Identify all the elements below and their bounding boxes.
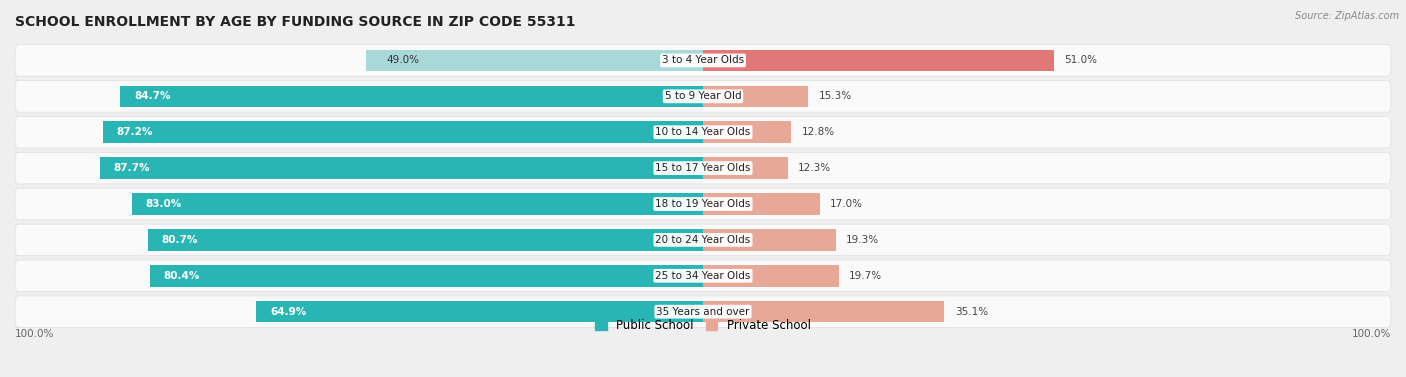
FancyBboxPatch shape (15, 116, 1391, 148)
FancyBboxPatch shape (15, 224, 1391, 256)
Text: 19.3%: 19.3% (846, 235, 879, 245)
Text: Source: ZipAtlas.com: Source: ZipAtlas.com (1295, 11, 1399, 21)
Bar (703, 193, 820, 215)
Text: 35.1%: 35.1% (955, 307, 988, 317)
Text: 19.7%: 19.7% (849, 271, 882, 281)
Bar (103, 121, 703, 143)
Text: 51.0%: 51.0% (1064, 55, 1097, 66)
Text: 5 to 9 Year Old: 5 to 9 Year Old (665, 91, 741, 101)
FancyBboxPatch shape (15, 188, 1391, 220)
Bar (256, 301, 703, 322)
Text: 15.3%: 15.3% (818, 91, 852, 101)
Text: 100.0%: 100.0% (15, 329, 55, 339)
Text: 87.7%: 87.7% (114, 163, 150, 173)
FancyBboxPatch shape (15, 296, 1391, 328)
Text: 15 to 17 Year Olds: 15 to 17 Year Olds (655, 163, 751, 173)
Bar (703, 157, 787, 179)
Bar (366, 50, 703, 71)
Bar (703, 50, 1054, 71)
Text: 35 Years and over: 35 Years and over (657, 307, 749, 317)
Bar (100, 157, 703, 179)
Bar (703, 121, 792, 143)
Text: 100.0%: 100.0% (1351, 329, 1391, 339)
Text: 3 to 4 Year Olds: 3 to 4 Year Olds (662, 55, 744, 66)
Text: 17.0%: 17.0% (831, 199, 863, 209)
FancyBboxPatch shape (15, 152, 1391, 184)
Bar (703, 265, 838, 287)
FancyBboxPatch shape (15, 44, 1391, 76)
Bar (132, 193, 703, 215)
Text: 80.7%: 80.7% (162, 235, 198, 245)
Bar (150, 265, 703, 287)
Bar (703, 229, 835, 251)
Text: 25 to 34 Year Olds: 25 to 34 Year Olds (655, 271, 751, 281)
Bar (703, 86, 808, 107)
Text: 64.9%: 64.9% (270, 307, 307, 317)
Text: 10 to 14 Year Olds: 10 to 14 Year Olds (655, 127, 751, 137)
Text: 18 to 19 Year Olds: 18 to 19 Year Olds (655, 199, 751, 209)
Legend: Public School, Private School: Public School, Private School (591, 314, 815, 337)
FancyBboxPatch shape (15, 81, 1391, 112)
Text: 49.0%: 49.0% (387, 55, 419, 66)
Bar (121, 86, 703, 107)
Text: 80.4%: 80.4% (163, 271, 200, 281)
Bar (148, 229, 703, 251)
Text: 87.2%: 87.2% (117, 127, 153, 137)
Text: 20 to 24 Year Olds: 20 to 24 Year Olds (655, 235, 751, 245)
Text: 83.0%: 83.0% (146, 199, 181, 209)
Bar (703, 301, 945, 322)
Text: SCHOOL ENROLLMENT BY AGE BY FUNDING SOURCE IN ZIP CODE 55311: SCHOOL ENROLLMENT BY AGE BY FUNDING SOUR… (15, 15, 575, 29)
FancyBboxPatch shape (15, 260, 1391, 291)
Text: 12.3%: 12.3% (799, 163, 831, 173)
Text: 12.8%: 12.8% (801, 127, 835, 137)
Text: 84.7%: 84.7% (134, 91, 170, 101)
